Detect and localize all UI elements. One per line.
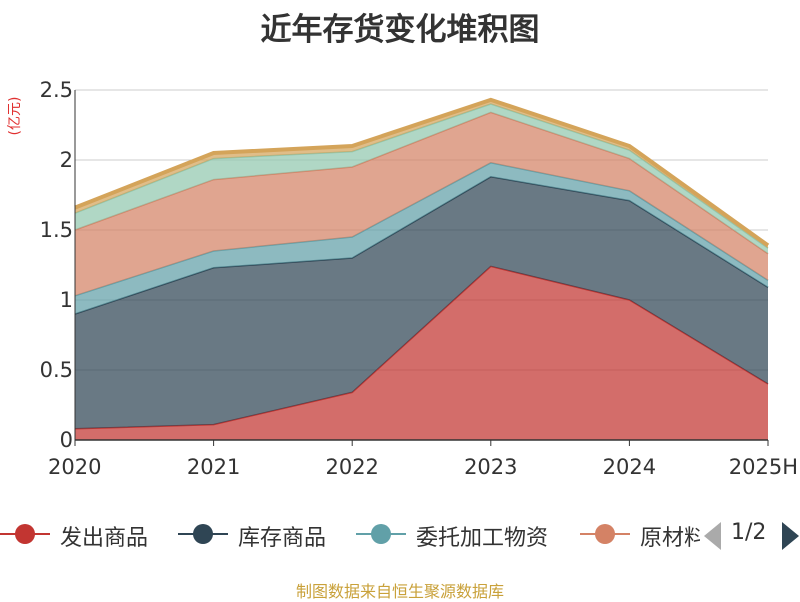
- legend-swatch-icon: [0, 524, 50, 544]
- legend-pager: 1/2: [700, 512, 800, 556]
- legend: 发出商品 库存商品 委托加工物资 原材料: [0, 512, 800, 556]
- legend-label: 库存商品: [238, 526, 327, 551]
- area-series-6: [75, 99, 768, 249]
- area-series-2: [75, 176, 768, 429]
- data-source-note: 制图数据来自恒生聚源数据库: [295, 582, 504, 601]
- y-tick-label: 1.5: [40, 218, 73, 242]
- area-series-1: [75, 266, 768, 440]
- y-tick-label: 2.5: [40, 78, 73, 102]
- legend-swatch-dot: [595, 524, 615, 544]
- legend-swatch-icon: [580, 524, 630, 544]
- x-tick-label: 2021: [187, 455, 240, 479]
- y-tick-label: 1: [60, 288, 73, 312]
- x-tick-label: 2024: [603, 455, 656, 479]
- x-tick-label: 2025H: [729, 455, 798, 479]
- legend-label: 原材料: [640, 526, 707, 551]
- area-series-5: [75, 104, 768, 254]
- chart-title: 近年存货变化堆积图: [260, 12, 540, 48]
- legend-swatch-dot: [193, 524, 213, 544]
- legend-prev-arrow-icon[interactable]: [704, 522, 721, 550]
- x-tick-label: 2022: [325, 455, 378, 479]
- legend-label: 发出商品: [60, 526, 149, 551]
- legend-swatch-icon: [178, 524, 228, 544]
- legend-page-indicator: 1/2: [731, 520, 767, 545]
- x-tick-label: 2020: [48, 455, 101, 479]
- series-line-6: [74, 97, 770, 248]
- axes: 0 0.5 1 1.5 2 2.5 2020 2021 2022 2023 2024 2025H: [40, 78, 798, 479]
- stacked-area-chart: 0 0.5 1 1.5 2 2.5 2020 2021 2022 2023 2024 2025H: [40, 78, 798, 479]
- legend-next-arrow-icon[interactable]: [782, 522, 799, 550]
- legend-swatch-dot: [371, 524, 391, 544]
- area-series-4: [75, 112, 768, 296]
- legend-swatch-dot: [15, 524, 35, 544]
- legend-label: 委托加工物资: [416, 526, 549, 551]
- y-tick-label: 2: [60, 148, 73, 172]
- legend-swatch-icon: [356, 524, 406, 544]
- y-tick-label: 0.5: [40, 358, 73, 382]
- x-tick-label: 2023: [464, 455, 517, 479]
- y-tick-label: 0: [60, 428, 73, 452]
- area-series: [74, 97, 770, 440]
